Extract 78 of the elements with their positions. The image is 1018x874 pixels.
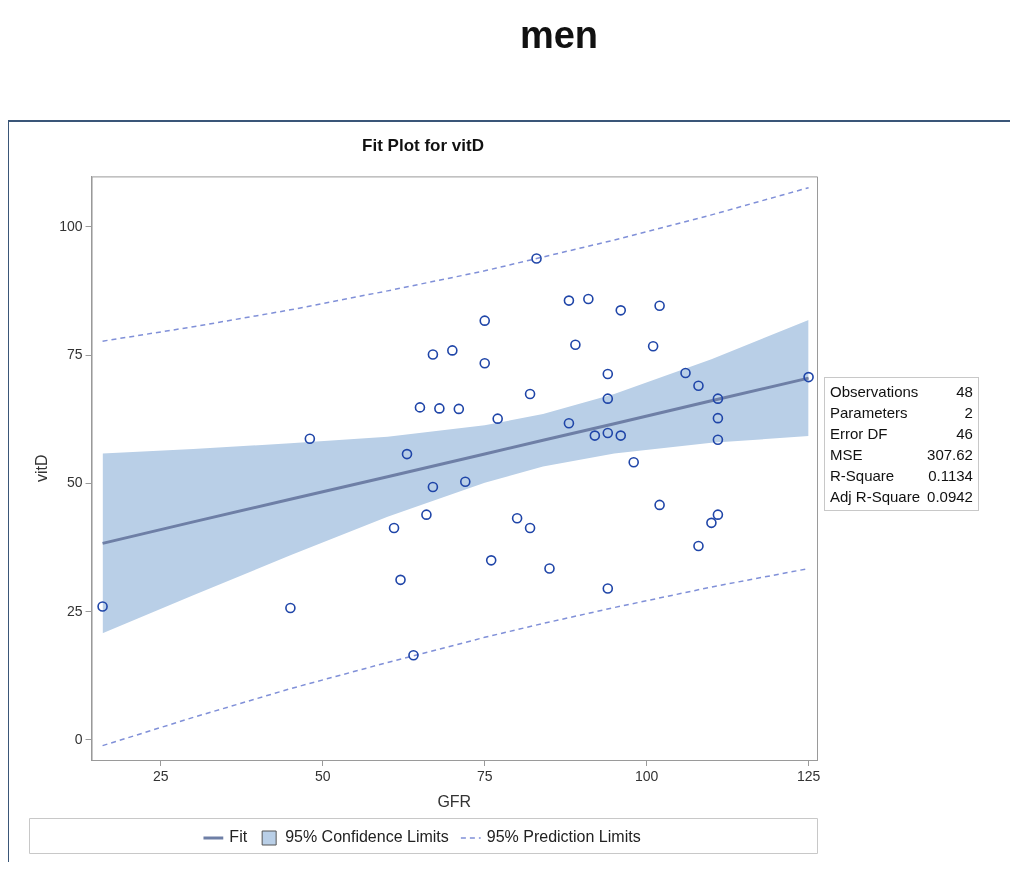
text: R-Square xyxy=(829,466,896,486)
point xyxy=(628,457,639,468)
chart-subtitle: Fit Plot for vitD xyxy=(362,135,484,155)
point xyxy=(602,393,614,404)
point xyxy=(615,430,627,441)
text: 0.1134 xyxy=(927,466,974,486)
point xyxy=(706,517,717,529)
point xyxy=(803,371,814,383)
point xyxy=(459,476,471,488)
text: Error DF xyxy=(829,424,889,444)
x-tick-label: 50 xyxy=(315,768,331,785)
x-tick-label: 25 xyxy=(153,768,169,785)
point xyxy=(427,481,439,493)
point xyxy=(647,341,659,352)
text: Parameters xyxy=(829,403,909,423)
x-axis-title: GFR xyxy=(437,792,472,810)
point xyxy=(693,380,704,392)
point xyxy=(447,345,458,356)
x-tick-label: 100 xyxy=(634,768,659,785)
point xyxy=(602,368,614,380)
point xyxy=(492,413,503,424)
point xyxy=(583,293,594,305)
text: 46 xyxy=(955,424,974,444)
x-tick-label: 75 xyxy=(476,768,493,785)
point xyxy=(589,430,601,441)
point xyxy=(524,522,536,534)
y-tick-label: 100 xyxy=(59,217,83,234)
point xyxy=(563,417,575,429)
point xyxy=(485,555,497,566)
point xyxy=(693,540,704,552)
point xyxy=(602,583,614,594)
point xyxy=(524,388,536,400)
point xyxy=(712,393,724,404)
point xyxy=(401,448,413,460)
y-tick-label: 25 xyxy=(66,602,83,619)
legend-label: 95% Confidence Limits xyxy=(285,828,449,846)
point xyxy=(453,403,465,415)
point xyxy=(615,305,627,316)
legend-label: Fit xyxy=(229,828,248,846)
point xyxy=(414,402,426,413)
chart-title: men xyxy=(518,13,600,58)
y-tick-label: 50 xyxy=(66,474,83,491)
point xyxy=(479,357,491,369)
point xyxy=(427,349,439,360)
point xyxy=(570,339,581,351)
text: Adj R-Square xyxy=(829,487,922,507)
point xyxy=(285,602,296,614)
point xyxy=(712,509,724,520)
text: 2 xyxy=(963,403,974,423)
point xyxy=(434,403,445,414)
text: 48 xyxy=(955,382,974,402)
point xyxy=(712,434,724,446)
text: 0.0942 xyxy=(926,487,974,507)
y-tick-label: 75 xyxy=(66,345,83,362)
point xyxy=(479,315,491,326)
point xyxy=(654,499,665,511)
text: MSE xyxy=(829,445,864,465)
point xyxy=(421,509,432,520)
x-tick-label: 125 xyxy=(796,768,821,785)
line-series xyxy=(101,186,810,342)
point xyxy=(680,367,691,379)
point xyxy=(395,574,406,586)
text: 307.62 xyxy=(926,445,974,465)
point xyxy=(511,512,523,524)
point xyxy=(654,300,665,312)
point xyxy=(408,649,419,661)
point xyxy=(544,563,555,574)
y-tick-label: 0 xyxy=(74,730,83,747)
point xyxy=(563,295,575,306)
point xyxy=(304,433,316,444)
point xyxy=(388,522,400,534)
text: Observations xyxy=(829,382,920,402)
point xyxy=(712,412,724,424)
legend-label: 95% Prediction Limits xyxy=(486,828,641,846)
point xyxy=(97,601,108,612)
point xyxy=(602,427,614,439)
y-axis-title: vitD xyxy=(33,454,51,482)
point xyxy=(531,253,542,264)
